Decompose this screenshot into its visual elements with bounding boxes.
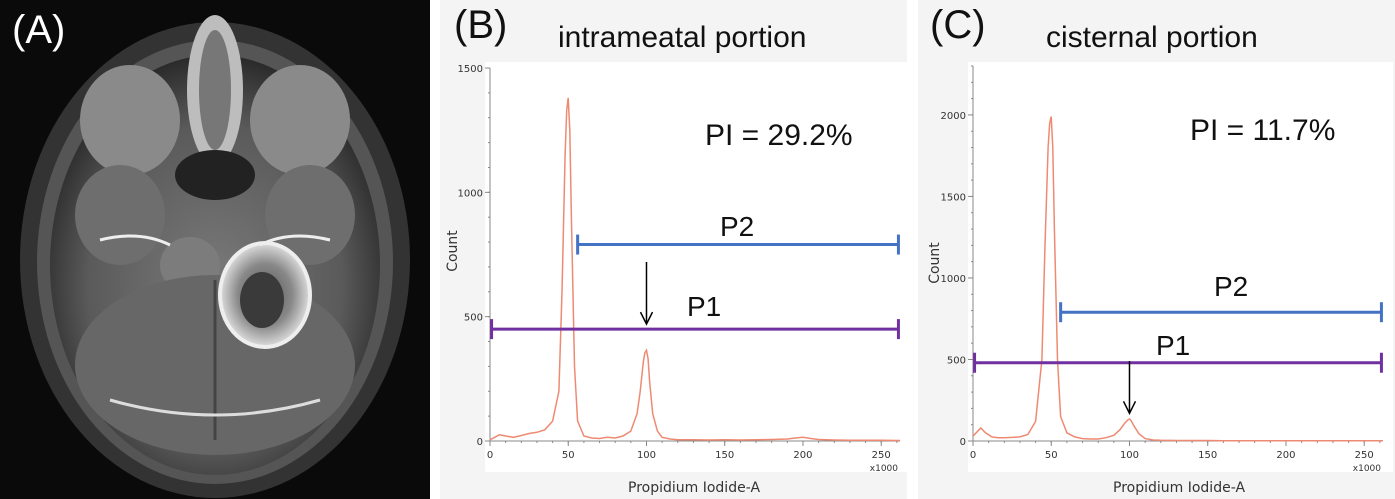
panel-title-b: intrameatal portion — [558, 21, 807, 54]
panel-letter-c: (C) — [930, 3, 986, 47]
panel-a-mri: (A) — [0, 0, 430, 499]
plot-area — [485, 62, 907, 472]
y-tick-label: 0 — [960, 437, 966, 448]
panel-title-c: cisternal portion — [1046, 21, 1258, 54]
panel-letter-a: (A) — [12, 8, 66, 52]
x-tick-label: 250 — [1355, 450, 1374, 461]
y-tick-label: 500 — [947, 355, 966, 366]
x-axis-title-b: Propidium Iodide-A — [628, 480, 761, 496]
x-tick-label: 0 — [487, 450, 493, 461]
axial-mri-brain-icon — [20, 15, 410, 498]
plot-area — [968, 62, 1393, 472]
x-axis-title-c: Propidium Iodide-A — [1113, 480, 1246, 496]
y-tick-label: 2000 — [941, 111, 966, 122]
gate-label-p2-c: P2 — [1214, 271, 1249, 302]
pi-label-c: PI = 11.7% — [1190, 114, 1336, 147]
y-tick-label: 0 — [477, 437, 483, 448]
panel-b-histogram: 0 500 1000 1500 0 50 100 150 200 250 x1000 (B) int… — [440, 0, 907, 499]
x-tick-label: 100 — [1120, 450, 1139, 461]
y-axis-title-b: Count — [444, 230, 461, 272]
x-unit-label: x1000 — [1353, 464, 1382, 474]
x-tick-label: 200 — [793, 450, 812, 461]
x-tick-label: 50 — [1045, 450, 1058, 461]
panel-letter-b: (B) — [454, 3, 508, 47]
x-tick-label: 0 — [970, 450, 976, 461]
x-tick-label: 150 — [715, 450, 734, 461]
x-tick-label: 150 — [1198, 450, 1217, 461]
arrow-head — [639, 311, 654, 326]
x-tick-label: 50 — [562, 450, 575, 461]
x-tick-label: 200 — [1276, 450, 1295, 461]
pi-label-b: PI = 29.2% — [705, 119, 853, 152]
panel-c-histogram: 0 500 1000 1500 2000 0 50 100 150 200 250 x1000 (C)… — [918, 0, 1395, 499]
histogram-chart-b: 0 500 1000 1500 0 50 100 150 200 250 x1000 — [458, 64, 901, 474]
x-tick-label: 100 — [637, 450, 656, 461]
gate-label-p1-b: P1 — [687, 291, 722, 322]
y-tick-label: 1500 — [941, 192, 966, 203]
gate-label-p1-c: P1 — [1156, 330, 1191, 361]
histogram-line — [489, 97, 901, 442]
histogram-line — [972, 116, 1383, 442]
x-tick-label: 250 — [872, 450, 891, 461]
histogram-chart-c: 0 500 1000 1500 2000 0 50 100 150 200 250 x1000 — [941, 65, 1383, 474]
y-tick-label: 500 — [464, 313, 483, 324]
arrow-head — [1122, 400, 1137, 415]
y-axis-title-c: Count — [926, 242, 943, 284]
x-unit-label: x1000 — [870, 464, 899, 474]
y-tick-label: 1500 — [458, 64, 483, 75]
gate-label-p2-b: P2 — [720, 211, 755, 242]
y-tick-label: 1000 — [941, 274, 966, 285]
y-tick-label: 1000 — [458, 188, 483, 199]
